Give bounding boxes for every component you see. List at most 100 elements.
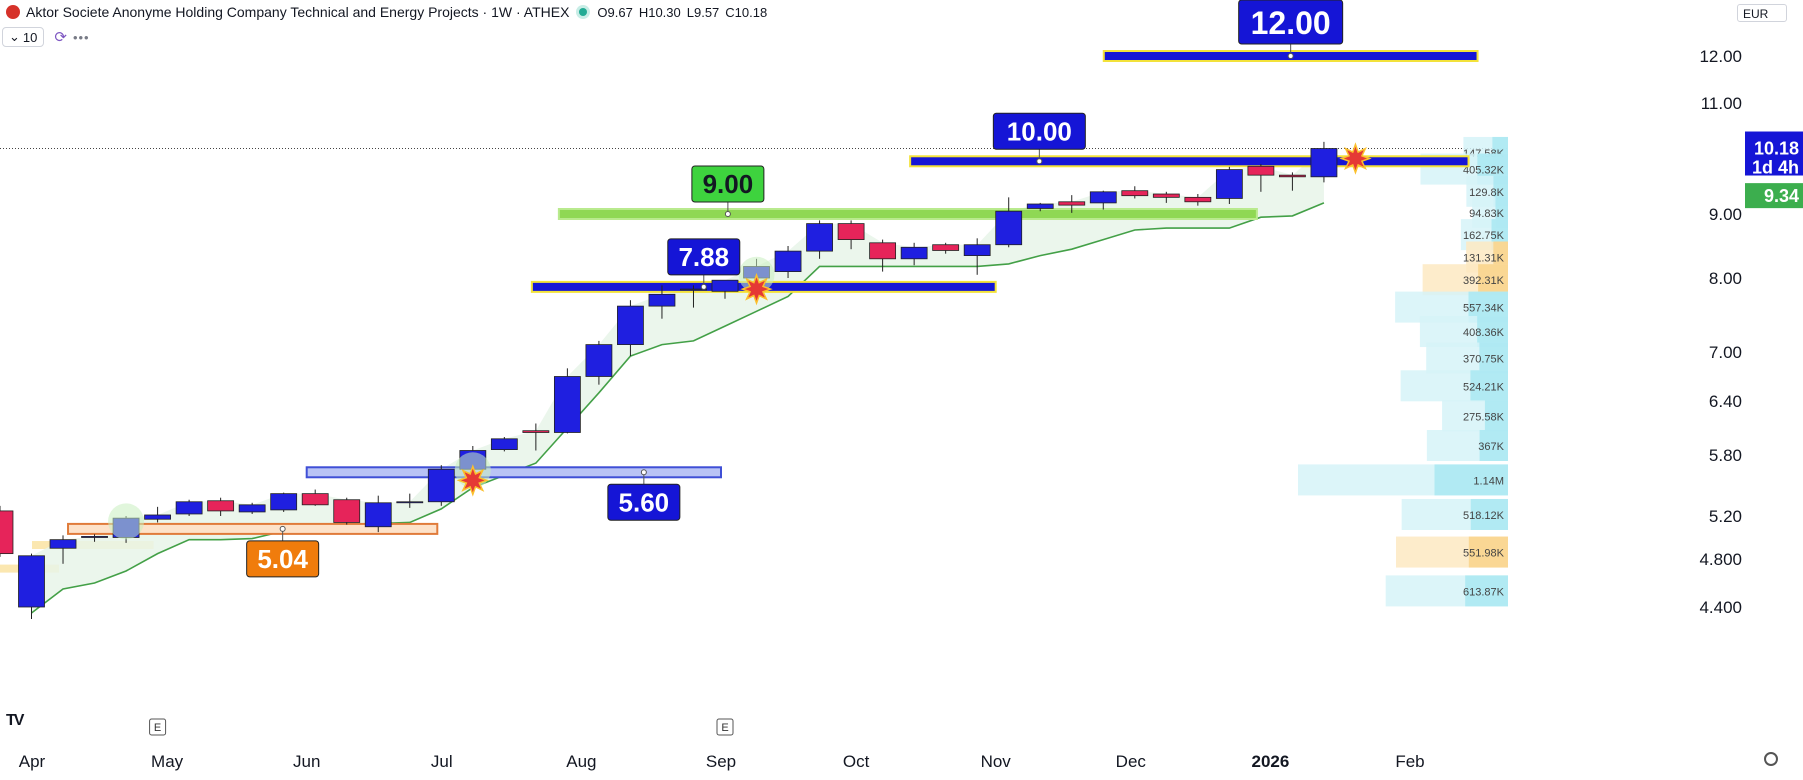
y-tick-label: 12.00: [1699, 47, 1742, 66]
signal-burst-icon: [1341, 145, 1369, 173]
signal-circle: [108, 503, 144, 539]
x-tick-label: 2026: [1251, 752, 1289, 771]
candle-body: [649, 294, 675, 306]
volume-label: 518.12K: [1463, 510, 1505, 522]
level-label-9.00: 9.00: [703, 169, 754, 199]
candle: [239, 503, 265, 514]
candle: [996, 197, 1022, 247]
candle-body: [775, 251, 801, 271]
candle-body: [617, 306, 643, 344]
earnings-marker-label: E: [721, 722, 728, 734]
level-label-10.00: 10.00: [1007, 116, 1072, 146]
candle-body: [586, 345, 612, 377]
candle: [18, 554, 44, 619]
volume-label: 370.75K: [1463, 354, 1505, 366]
x-tick-label: Sep: [706, 752, 736, 771]
volume-label: 613.87K: [1463, 586, 1505, 598]
candle-body: [176, 502, 202, 514]
candle: [554, 368, 580, 433]
candle-body: [523, 431, 549, 433]
candle: [428, 465, 454, 506]
candle: [302, 490, 328, 506]
candle-body: [901, 247, 927, 259]
level-zone-9.00: [559, 209, 1257, 219]
last-price-label: 10.18: [1754, 139, 1799, 159]
candle-body: [1027, 204, 1053, 208]
volume-label: 275.58K: [1463, 411, 1505, 423]
level-zone-5.60: [307, 467, 721, 477]
candle-body: [1122, 191, 1148, 196]
settings-gear-icon[interactable]: [1764, 752, 1778, 766]
level-zone-10.00: [910, 156, 1468, 166]
volume-label: 131.31K: [1463, 253, 1505, 265]
candle-body: [1248, 166, 1274, 175]
y-tick-label: 4.400: [1699, 598, 1742, 617]
level-anchor: [1288, 54, 1293, 59]
candle-body: [933, 245, 959, 251]
volume-label: 162.75K: [1463, 230, 1505, 242]
candle-body: [208, 501, 234, 511]
candle-body: [1153, 194, 1179, 197]
candle-body: [302, 494, 328, 505]
x-tick-label: May: [151, 752, 184, 771]
candle: [271, 493, 297, 512]
candle: [334, 498, 360, 525]
y-tick-label: 7.00: [1709, 343, 1742, 362]
candle-body: [964, 245, 990, 256]
candle-body: [334, 500, 360, 523]
candle-body: [18, 556, 44, 607]
candle-body: [1185, 197, 1211, 201]
x-tick-label: Feb: [1395, 752, 1424, 771]
volume-label: 1.14M: [1473, 475, 1504, 487]
level-label-5.04: 5.04: [257, 544, 308, 574]
candle-body: [996, 211, 1022, 244]
y-axis: 12.0011.009.008.007.006.405.805.204.8004…: [1699, 47, 1742, 617]
x-tick-label: Dec: [1116, 752, 1147, 771]
candle-body: [1311, 149, 1337, 177]
candle: [365, 496, 391, 532]
y-tick-label: 5.80: [1709, 446, 1742, 465]
x-axis: AprMayJunJulAugSepOctNovDec2026Feb: [19, 752, 1425, 771]
candle-body: [1216, 170, 1242, 199]
stop-price-label: 9.34: [1764, 186, 1799, 206]
candle-body: [491, 439, 517, 450]
candle-body: [1279, 175, 1305, 177]
level-anchor: [641, 470, 646, 475]
candle-body: [554, 377, 580, 433]
y-tick-label: 6.40: [1709, 392, 1742, 411]
candle-body: [807, 224, 833, 252]
volume-label: 524.21K: [1463, 381, 1505, 393]
signal-burst-icon: [743, 275, 771, 303]
x-tick-label: Jun: [293, 752, 320, 771]
candle-body: [145, 515, 171, 519]
candle-body: [50, 540, 76, 549]
signal-burst-icon: [459, 466, 487, 494]
candle-body: [271, 494, 297, 510]
y-tick-label: 4.800: [1699, 550, 1742, 569]
level-label-5.60: 5.60: [619, 487, 670, 517]
level-label-12.00: 12.00: [1251, 5, 1331, 41]
earnings-marker-label: E: [154, 722, 161, 734]
candle: [0, 506, 13, 557]
y-tick-label: 8.00: [1709, 269, 1742, 288]
candle: [1311, 142, 1337, 183]
y-tick-label: 11.00: [1701, 94, 1742, 113]
candle-body: [397, 502, 423, 503]
x-tick-label: Oct: [843, 752, 870, 771]
y-tick-label: 9.00: [1709, 205, 1742, 224]
tradingview-logo-icon: TV: [6, 712, 22, 730]
x-tick-label: Aug: [566, 752, 596, 771]
volume-label: 367K: [1478, 441, 1504, 453]
volume-label: 392.31K: [1463, 275, 1505, 287]
candle-body: [428, 469, 454, 502]
volume-label: 557.34K: [1463, 303, 1505, 315]
candle-body: [239, 505, 265, 512]
candle: [491, 437, 517, 451]
level-label-7.88: 7.88: [678, 242, 729, 272]
candle-body: [712, 280, 738, 291]
volume-label: 94.83K: [1469, 208, 1505, 220]
level-anchor: [725, 212, 730, 217]
x-tick-label: Jul: [431, 752, 453, 771]
candle-body: [365, 503, 391, 527]
